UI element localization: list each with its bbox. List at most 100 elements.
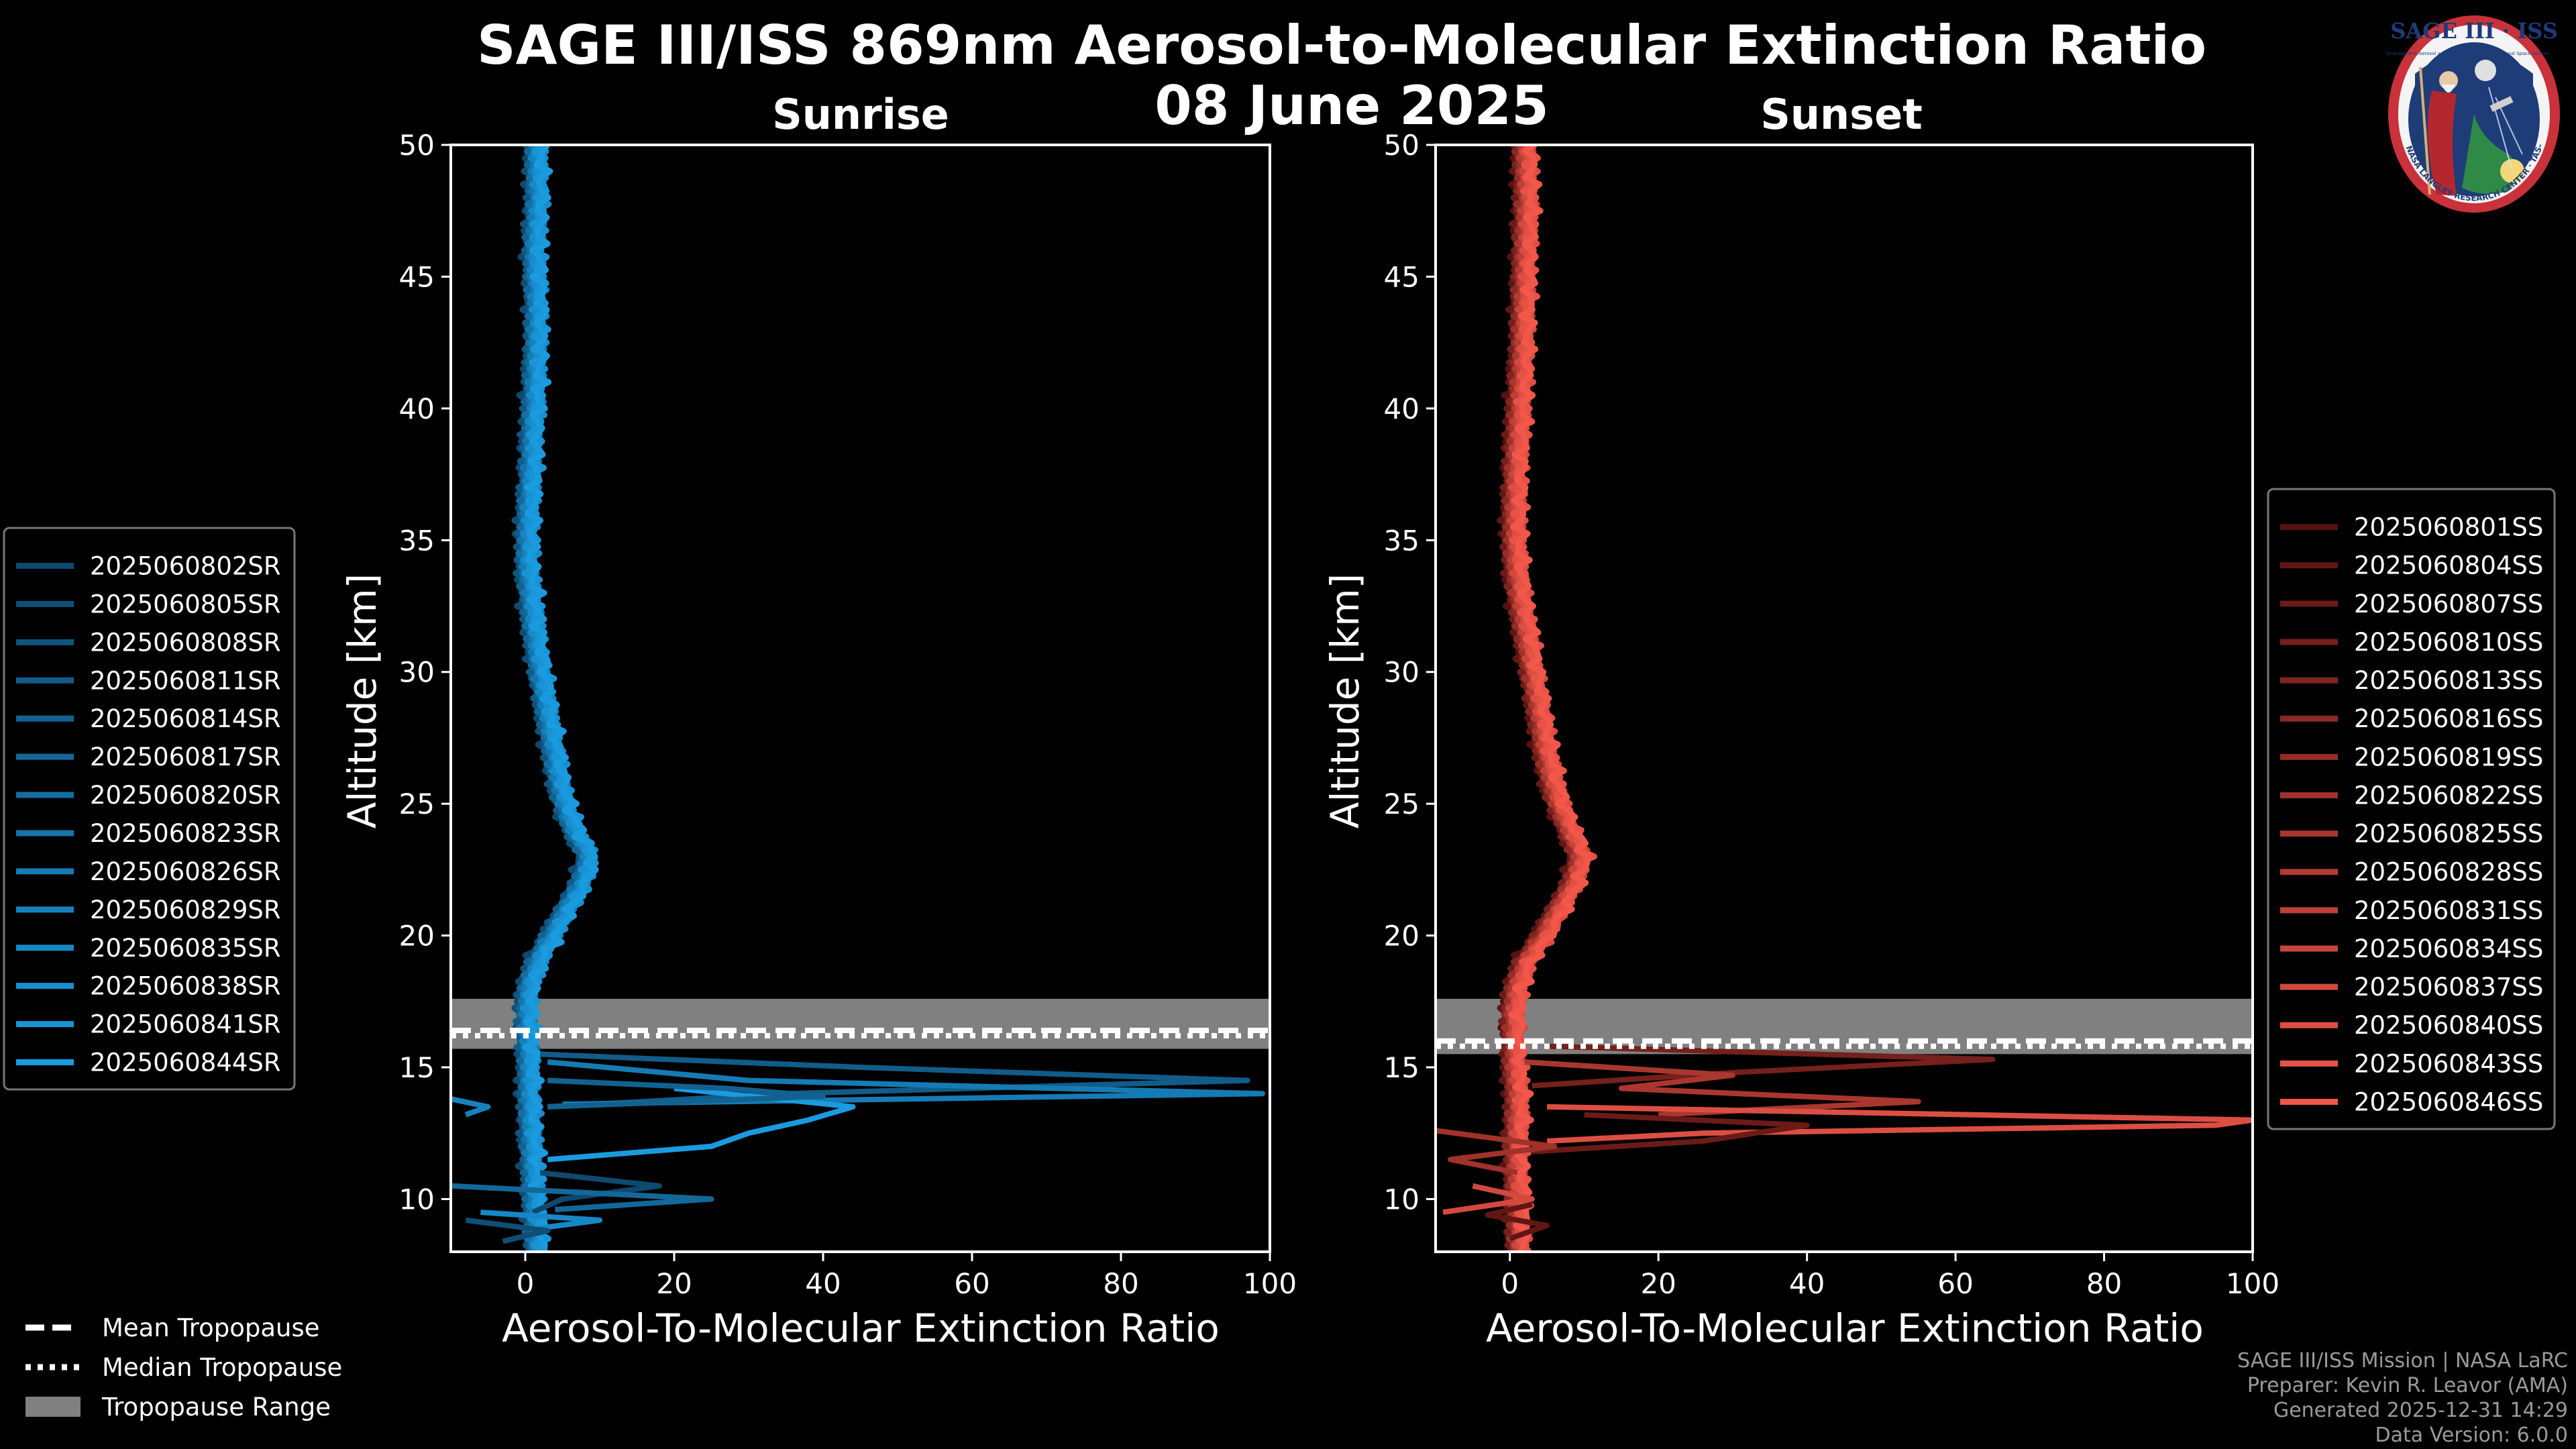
sunrise-legend-label: 2025060838SR — [90, 972, 281, 1001]
figure-date: 08 June 2025 — [1155, 74, 1549, 137]
logo-banner — [2415, 50, 2533, 101]
sunset-y-tick-label: 25 — [1384, 788, 1419, 820]
tropopause-range-swatch — [25, 1397, 80, 1417]
sunset-legend-label: 2025060828SS — [2354, 858, 2543, 887]
sunset-legend-label: 2025060834SS — [2354, 934, 2543, 963]
sunrise-legend-label: 2025060823SR — [90, 819, 281, 848]
sunrise-y-tick-label: 15 — [399, 1051, 435, 1084]
sunset-x-tick-label: 80 — [2086, 1267, 2122, 1300]
sunset-y-tick-label: 20 — [1384, 920, 1419, 953]
sunset-plot-clip — [1436, 145, 2253, 1252]
tropopause-range-label: Tropopause Range — [101, 1393, 331, 1421]
sunset-profile-excursion — [1524, 1059, 1921, 1118]
sunset-legend-label: 2025060831SS — [2354, 896, 2543, 925]
sunrise-legend-label: 2025060835SR — [90, 934, 281, 963]
sunrise-legend-box — [3, 527, 296, 1091]
sunrise-legend-label: 2025060826SR — [90, 857, 281, 886]
sunrise-y-axis-label: Altitude [km] — [339, 574, 385, 828]
sunrise-y-tick-label: 40 — [399, 392, 435, 425]
sunrise-profile-excursion — [547, 1085, 856, 1163]
sunrise-x-tick-label: 20 — [656, 1267, 692, 1300]
sunrise-axes-frame — [449, 144, 1271, 1253]
sunrise-y-tick-label: 25 — [399, 788, 435, 820]
sunset-profile-excursion — [1546, 1104, 2253, 1144]
sunset-y-tick-label: 45 — [1384, 260, 1419, 293]
sunset-x-axis-label: Aerosol-To-Molecular Extinction Ratio — [1486, 1305, 2204, 1351]
sunset-legend-label: 2025060813SS — [2354, 666, 2543, 695]
sunset-legend-label: 2025060846SS — [2354, 1087, 2543, 1116]
sunset-panel: 0 20 40 60 80 100 10 15 20 25 30 35 40 45 50 — [1384, 129, 2280, 1300]
logo-figure-beard — [2442, 85, 2455, 93]
credit-mission: SAGE III/ISS Mission | NASA LaRC — [2237, 1349, 2568, 1373]
sunrise-x-axis-label: Aerosol-To-Molecular Extinction Ratio — [502, 1305, 1220, 1351]
sunset-axes-frame — [1434, 144, 2254, 1253]
logo-subtitle-right: International Space Station — [2485, 51, 2548, 56]
sunset-legend-label: 2025060819SS — [2354, 743, 2543, 771]
sunrise-legend-label: 2025060817SR — [90, 743, 281, 771]
sunset-legend-label: 2025060807SS — [2354, 590, 2543, 619]
sunrise-y-tick-label: 20 — [399, 920, 435, 953]
logo-figure-staff — [2419, 66, 2431, 195]
sunrise-legend-label: 2025060820SR — [90, 781, 281, 810]
sunset-profile-excursion — [1436, 1128, 1558, 1176]
sunset-profile-excursion — [1442, 1183, 1535, 1216]
sunrise-profile-excursion — [480, 1210, 602, 1231]
sunrise-profile-excursion — [451, 1096, 491, 1118]
sunrise-legend-label: 2025060802SR — [90, 551, 281, 580]
sunset-legend-box — [2267, 488, 2556, 1130]
logo-figure-robe — [2427, 91, 2457, 196]
sunrise-legend-label: 2025060844SR — [90, 1049, 281, 1077]
sunset-x-tick-label: 40 — [1789, 1267, 1825, 1300]
credits: SAGE III/ISS Mission | NASA LaRC Prepare… — [2237, 1349, 2568, 1447]
credit-preparer: Preparer: Kevin R. Leavor (AMA) — [2247, 1374, 2568, 1397]
sunrise-profile-excursion — [547, 1077, 826, 1110]
median-tropopause-label: Median Tropopause — [102, 1353, 342, 1382]
mean-tropopause-label: Mean Tropopause — [102, 1313, 320, 1342]
sunset-profile-excursion — [1485, 1201, 1550, 1242]
sunrise-plot-clip — [451, 145, 1270, 1252]
sunrise-legend-label: 2025060841SR — [90, 1010, 281, 1039]
sunset-y-tick-label: 50 — [1384, 129, 1419, 162]
sunrise-legend: 2025060802SR 2025060805SR 2025060808SR 2025… — [3, 527, 296, 1091]
sunset-legend-label: 2025060840SS — [2354, 1011, 2543, 1040]
sunrise-legend-label: 2025060829SR — [90, 896, 281, 924]
sunrise-tropopause-range — [451, 998, 1270, 1049]
sunset-y-tick-label: 10 — [1384, 1183, 1419, 1216]
sunrise-profile-excursion — [540, 1051, 1250, 1110]
sunrise-legend-label: 2025060808SR — [90, 628, 281, 657]
sunrise-y-tick-label: 35 — [399, 524, 435, 557]
sunset-profile-excursion — [1532, 1112, 1810, 1155]
sunrise-panel-title: Sunrise — [772, 90, 949, 139]
sunrise-x-tick-label: 80 — [1103, 1267, 1138, 1300]
sunset-legend-label: 2025060804SS — [2354, 551, 2543, 580]
sunset-profile-excursion — [1532, 1043, 1996, 1089]
sunrise-y-tick-label: 10 — [399, 1183, 435, 1216]
sunrise-profile-excursion — [547, 1059, 1265, 1107]
sunrise-x-tick-label: 60 — [954, 1267, 989, 1300]
logo-subtitle-left: Stratospheric Aerosol and Gas Experiment… — [2385, 51, 2491, 56]
sunset-legend-label: 2025060825SS — [2354, 820, 2543, 849]
sunrise-panel: 0 20 40 60 80 100 10 15 20 25 30 35 40 45 50 — [399, 129, 1297, 1300]
sunset-legend-label: 2025060843SS — [2354, 1049, 2543, 1078]
credit-generated: Generated 2025-12-31 14:29 — [2273, 1399, 2568, 1422]
sunset-legend-label: 2025060816SS — [2354, 704, 2543, 733]
sunset-y-tick-label: 35 — [1384, 524, 1419, 557]
tropopause-legend: Mean Tropopause Median Tropopause Tropop… — [25, 1313, 342, 1421]
logo-title: SAGE III · ISS — [2390, 18, 2558, 44]
credit-data-version: Data Version: 6.0.0 — [2375, 1424, 2568, 1447]
figure-title: SAGE III/ISS 869nm Aerosol-to-Molecular … — [477, 14, 2206, 76]
sunrise-legend-label: 2025060811SR — [90, 666, 281, 695]
sunset-y-tick-label: 30 — [1384, 656, 1419, 689]
sunset-profile-2025060843SS — [1509, 145, 1597, 1252]
sunrise-legend-label: 2025060805SR — [90, 590, 281, 619]
logo-moon — [2475, 60, 2496, 81]
sunset-legend-label: 2025060822SS — [2354, 781, 2543, 810]
sunset-y-tick-label: 15 — [1384, 1051, 1419, 1084]
sunrise-x-tick-label: 100 — [1243, 1267, 1297, 1300]
sunrise-y-tick-label: 30 — [399, 656, 435, 689]
sunset-x-tick-label: 0 — [1501, 1267, 1519, 1300]
sunrise-y-tick-label: 50 — [399, 129, 435, 162]
sunset-y-tick-label: 40 — [1384, 392, 1419, 425]
sunset-legend: 2025060801SS 2025060804SS 2025060807SS 2025… — [2267, 488, 2556, 1130]
